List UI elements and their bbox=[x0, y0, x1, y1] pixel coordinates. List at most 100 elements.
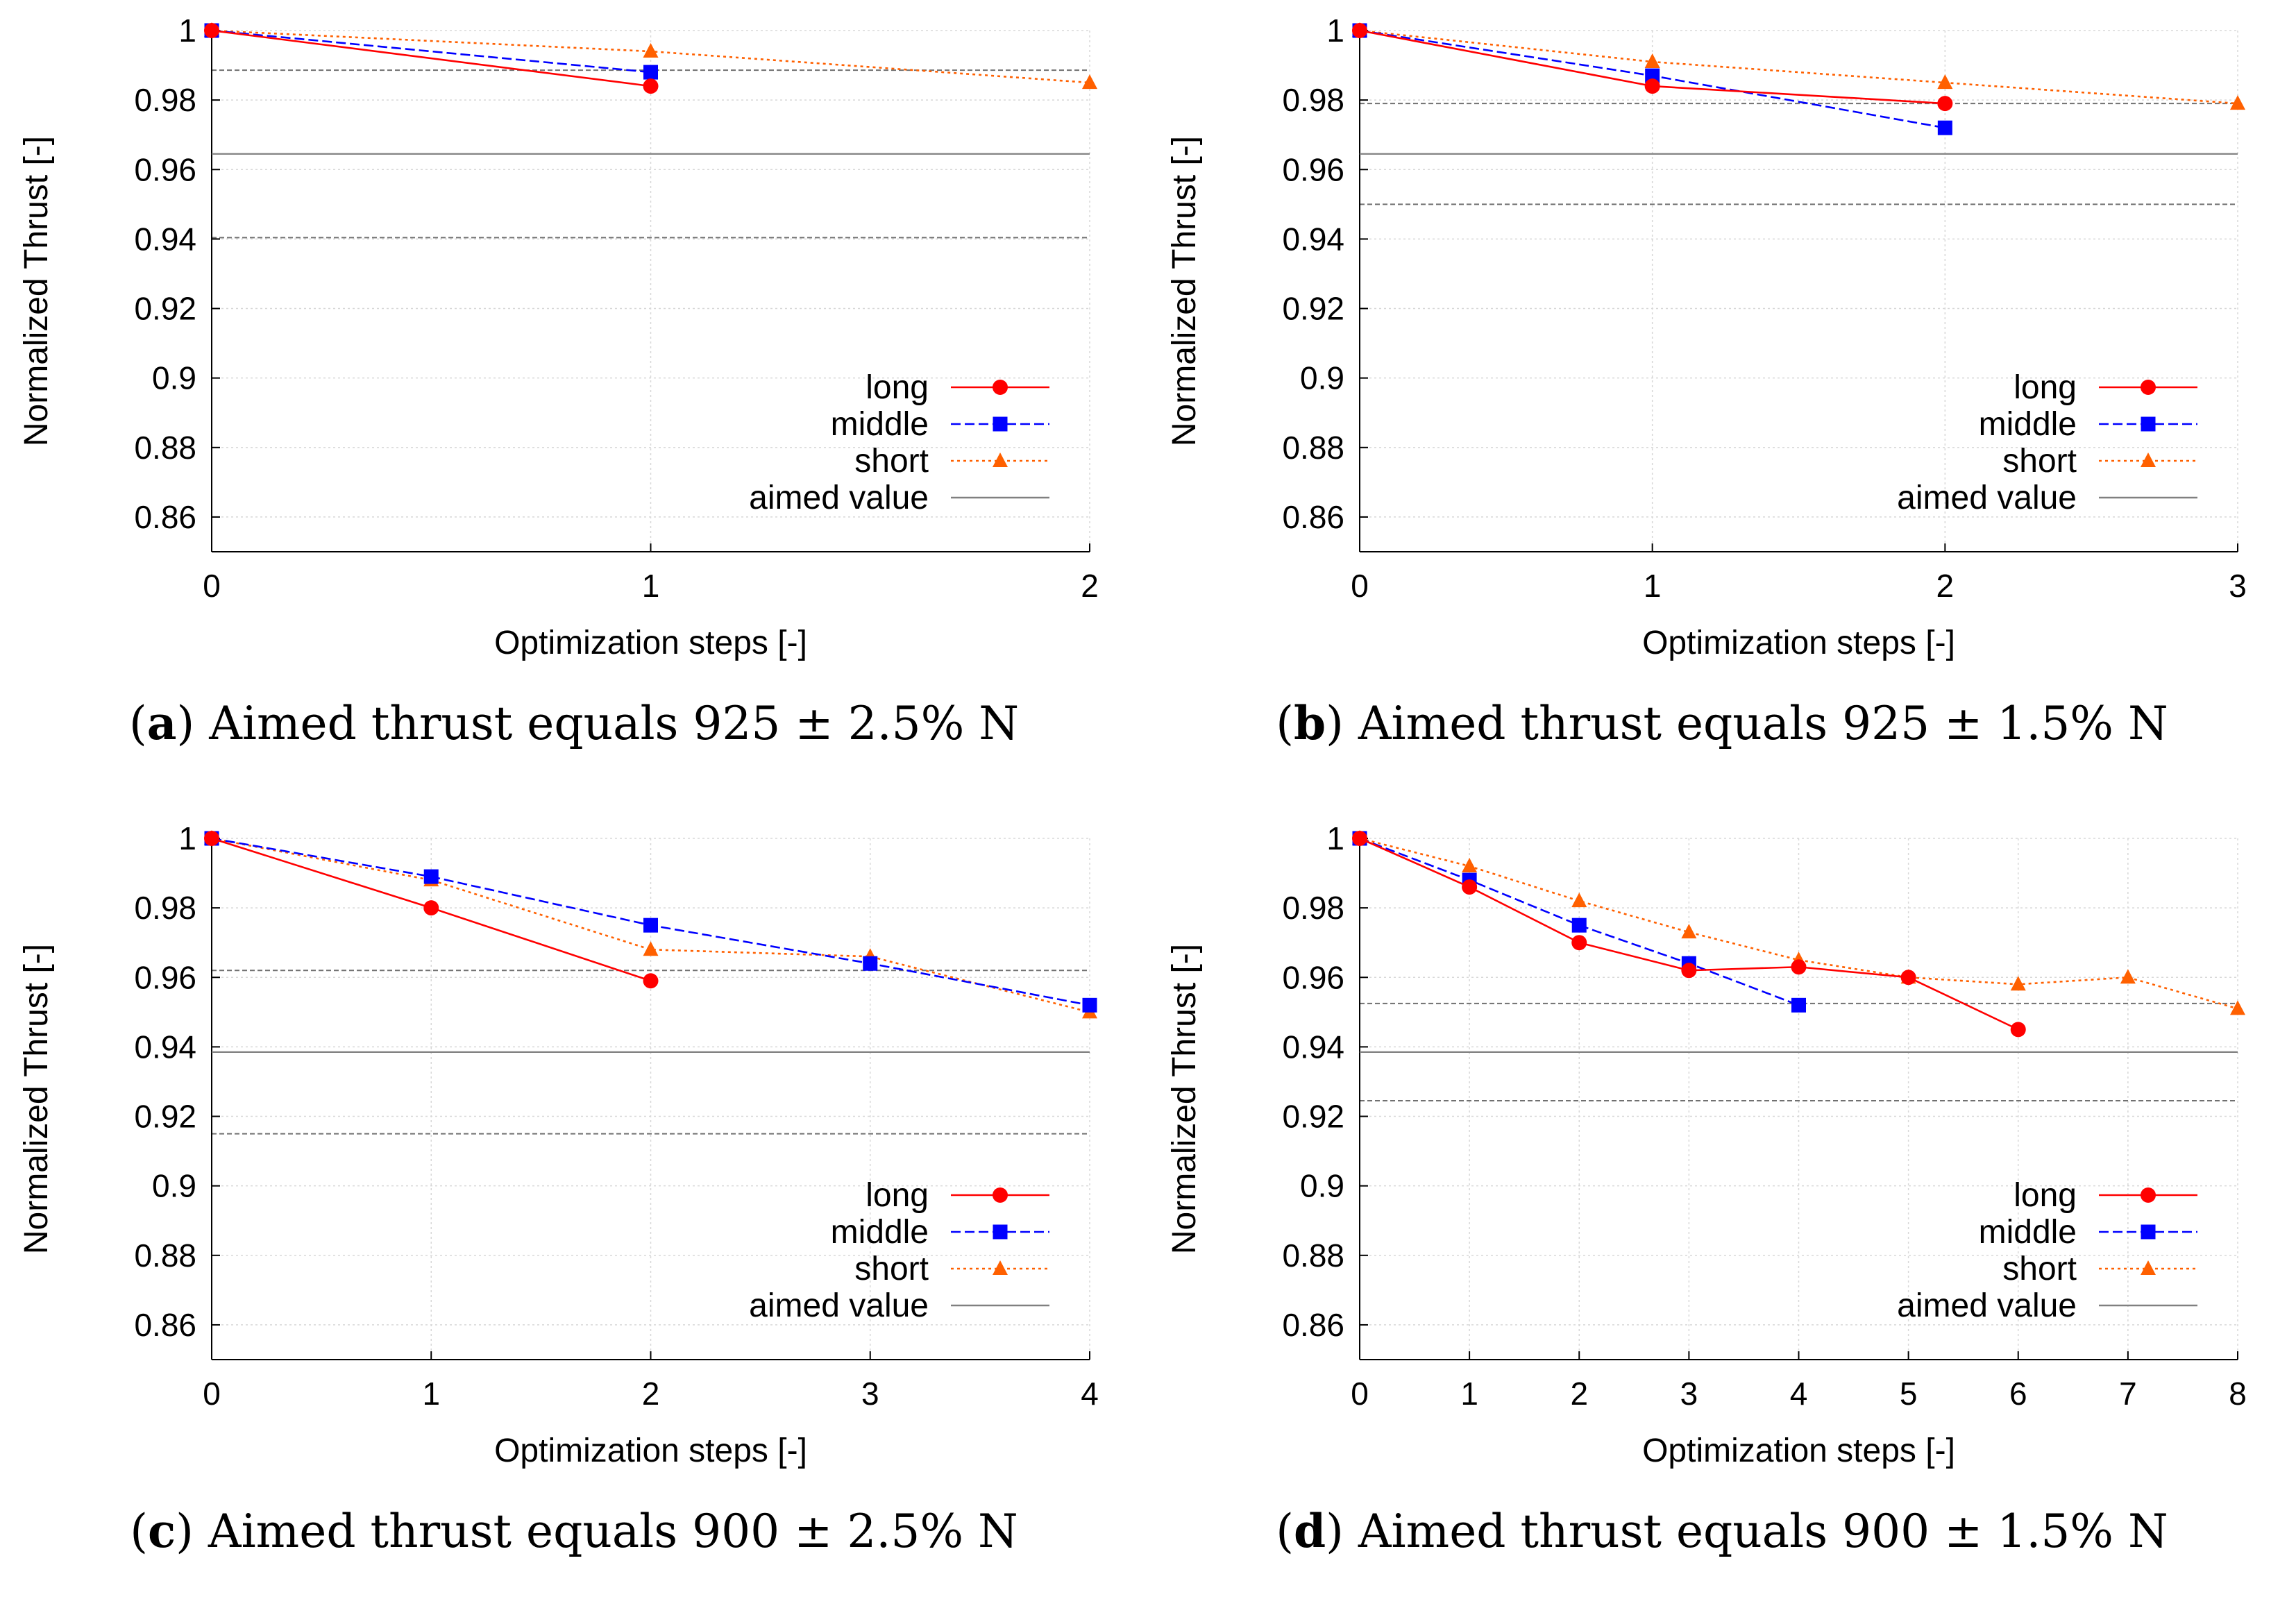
legend-marker-short bbox=[2141, 1260, 2156, 1275]
y-tick-label: 0.86 bbox=[134, 499, 196, 535]
y-tick-label: 0.9 bbox=[1300, 360, 1344, 396]
data-point-long bbox=[1462, 879, 1478, 895]
data-point-long bbox=[1900, 970, 1916, 986]
y-tick-label: 0.94 bbox=[134, 221, 196, 257]
legend-label-middle: middle bbox=[1979, 1214, 2077, 1251]
data-point-long bbox=[1937, 96, 1953, 112]
chart-panel-b: 0 1 2 3 1 0.98 0.96 0.94 0.92 0.9 0.88 0.86 Optimiza… bbox=[1148, 0, 2296, 807]
y-tick-label: 0.92 bbox=[1282, 291, 1344, 327]
data-point-middle bbox=[863, 956, 878, 971]
caption-b: (b) Aimed thrust equals 925 ± 1.5% N bbox=[1276, 696, 2168, 750]
series-line-long bbox=[211, 29, 651, 87]
data-point-short bbox=[1644, 53, 1660, 69]
legend-label-long: long bbox=[866, 1177, 929, 1214]
y-tick-label: 0.88 bbox=[134, 430, 196, 466]
data-point-short bbox=[1937, 74, 1953, 90]
legend-label-middle: middle bbox=[1979, 406, 2077, 443]
y-tick-label: 0.96 bbox=[134, 151, 196, 187]
data-point-long bbox=[1644, 78, 1660, 94]
data-point-middle bbox=[1082, 997, 1097, 1013]
data-point-middle bbox=[423, 869, 439, 884]
x-axis-label: Optimization steps [-] bbox=[1642, 625, 1955, 661]
y-tick-label: 0.86 bbox=[1282, 499, 1344, 535]
legend-label-short: short bbox=[2002, 1251, 2077, 1287]
y-tick-label: 1 bbox=[178, 12, 196, 49]
data-point-long bbox=[204, 23, 219, 38]
caption-a: (a) Aimed thrust equals 925 ± 2.5% N bbox=[128, 696, 1020, 750]
y-tick-label: 0.88 bbox=[1282, 430, 1344, 466]
legend-label-aimed-value: aimed value bbox=[1897, 1287, 2077, 1324]
legend-marker-middle bbox=[993, 1224, 1008, 1240]
x-tick-label: 1 bbox=[1460, 1376, 1478, 1412]
y-tick-label: 1 bbox=[1326, 12, 1344, 49]
x-tick-label: 7 bbox=[2119, 1376, 2137, 1412]
data-point-short bbox=[643, 941, 659, 956]
y-tick-label: 0.88 bbox=[134, 1237, 196, 1274]
x-tick-label: 1 bbox=[1644, 568, 1662, 604]
data-point-short bbox=[643, 43, 659, 58]
y-tick-label: 0.98 bbox=[134, 82, 196, 118]
data-point-long bbox=[1352, 831, 1367, 846]
data-point-short bbox=[2230, 1000, 2245, 1015]
series-line-short bbox=[1359, 837, 2238, 1010]
x-tick-label: 0 bbox=[1351, 568, 1369, 604]
x-tick-label: 6 bbox=[2009, 1376, 2027, 1412]
data-point-middle bbox=[1571, 918, 1587, 933]
data-point-middle bbox=[1937, 120, 1952, 135]
x-tick-label: 5 bbox=[1900, 1376, 1918, 1412]
legend-label-long: long bbox=[866, 369, 929, 406]
legend-label-short: short bbox=[2002, 443, 2077, 480]
y-tick-label: 0.98 bbox=[134, 890, 196, 926]
caption-c: (c) Aimed thrust equals 900 ± 2.5% N bbox=[130, 1504, 1018, 1558]
y-tick-label: 0.92 bbox=[1282, 1099, 1344, 1135]
legend-label-short: short bbox=[854, 443, 929, 480]
x-tick-label: 0 bbox=[203, 568, 221, 604]
y-axis-label: Normalized Thrust [-] bbox=[1166, 136, 1203, 446]
legend-label-long: long bbox=[2014, 369, 2077, 406]
chart-a: 0 1 2 1 0.98 0.96 0.94 0.92 0.9 0.88 0.86 Optimizat… bbox=[18, 12, 1099, 661]
y-tick-label: 0.9 bbox=[152, 360, 196, 396]
legend-label-aimed-value: aimed value bbox=[749, 1287, 929, 1324]
y-tick-label: 0.92 bbox=[134, 291, 196, 327]
x-tick-label: 2 bbox=[1081, 568, 1099, 604]
series-line-short bbox=[1359, 29, 2238, 105]
data-point-short bbox=[2010, 976, 2026, 991]
y-tick-label: 0.88 bbox=[1282, 1237, 1344, 1274]
data-point-long bbox=[1791, 959, 1807, 975]
y-tick-label: 1 bbox=[1326, 820, 1344, 856]
legend-label-aimed-value: aimed value bbox=[1897, 480, 2077, 516]
data-point-middle bbox=[1791, 997, 1806, 1013]
data-point-long bbox=[643, 973, 659, 989]
x-axis-label: Optimization steps [-] bbox=[494, 1432, 807, 1469]
legend-label-short: short bbox=[854, 1251, 929, 1287]
chart-panel-c: 0 1 2 3 4 1 0.98 0.96 0.94 0.92 0.9 0.88 0.86 Optimiz… bbox=[0, 808, 1148, 1615]
y-tick-label: 0.96 bbox=[1282, 959, 1344, 995]
chart-panel-d: 0 1 2 3 4 5 6 7 8 1 0.98 0.96 0.94 0.92 0.9 0.88 0.86 Opt… bbox=[1148, 808, 2296, 1615]
x-axis-label: Optimization steps [-] bbox=[494, 625, 807, 661]
data-point-long bbox=[1681, 963, 1697, 979]
chart-panel-a: 0 1 2 1 0.98 0.96 0.94 0.92 0.9 0.88 0.86 Optimizat… bbox=[0, 0, 1148, 807]
x-tick-label: 4 bbox=[1081, 1376, 1099, 1412]
x-tick-label: 3 bbox=[2229, 568, 2247, 604]
legend-marker-long bbox=[993, 380, 1008, 395]
legend-marker-middle bbox=[993, 416, 1008, 432]
y-tick-label: 0.96 bbox=[134, 959, 196, 995]
data-point-short bbox=[2230, 95, 2245, 110]
legend-label-middle: middle bbox=[831, 406, 929, 443]
legend-marker-short bbox=[993, 1260, 1008, 1275]
legend-marker-middle bbox=[2141, 416, 2156, 432]
series-line-middle bbox=[211, 29, 651, 74]
y-tick-label: 0.92 bbox=[134, 1099, 196, 1135]
data-point-short bbox=[1082, 74, 1097, 90]
x-tick-label: 3 bbox=[1680, 1376, 1698, 1412]
data-point-long bbox=[204, 831, 219, 846]
chart-b: 0 1 2 3 1 0.98 0.96 0.94 0.92 0.9 0.88 0.86 Optimiza… bbox=[1166, 12, 2247, 661]
data-point-long bbox=[1352, 23, 1367, 38]
legend-marker-long bbox=[993, 1187, 1008, 1203]
y-tick-label: 0.9 bbox=[1300, 1168, 1344, 1204]
y-tick-label: 0.94 bbox=[1282, 221, 1344, 257]
x-tick-label: 2 bbox=[1570, 1376, 1588, 1412]
x-tick-label: 0 bbox=[203, 1376, 221, 1412]
data-point-long bbox=[423, 900, 439, 916]
data-point-middle bbox=[1645, 68, 1660, 83]
